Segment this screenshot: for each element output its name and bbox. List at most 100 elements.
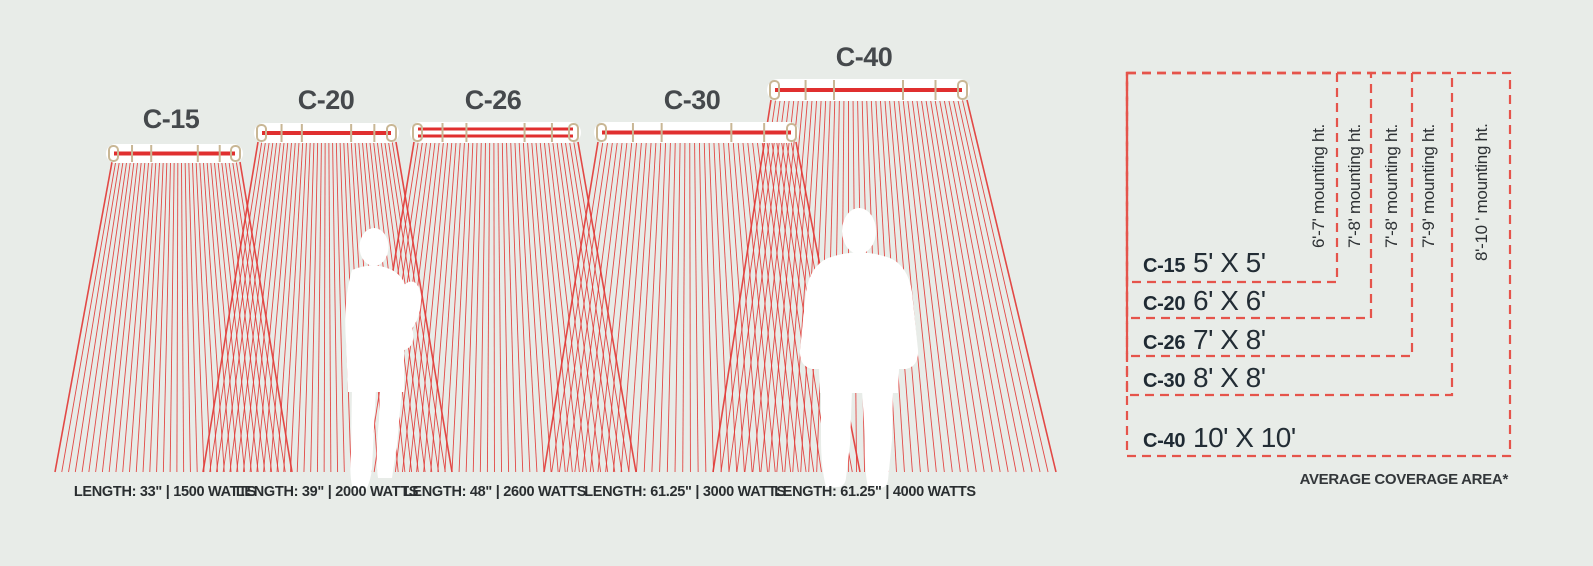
heat-ray (269, 141, 296, 473)
heat-ray (493, 141, 495, 473)
legend-coverage-c-26: 7' X 8' (1193, 324, 1266, 355)
heat-ray (68, 161, 120, 473)
heat-ray (115, 161, 146, 473)
heat-ray (149, 161, 164, 473)
heaters-layer (106, 79, 970, 163)
heat-ray (703, 141, 715, 473)
heat-ray (577, 141, 637, 473)
heat-ray (222, 141, 270, 473)
heat-ray (612, 141, 642, 473)
heat-ray (192, 161, 205, 473)
heat-ray (552, 141, 594, 473)
heat-ray (720, 99, 777, 473)
heat-ray (574, 141, 618, 473)
mount-hook-left (596, 123, 607, 142)
heat-ray (316, 141, 322, 473)
legend-coverage-c-40: 10' X 10' (1193, 422, 1296, 453)
heat-ray (249, 141, 285, 473)
heat-ray (486, 141, 491, 473)
heat-ray (430, 141, 457, 473)
heat-ray (902, 99, 945, 473)
heat-ray (402, 141, 440, 473)
heat-ray (744, 99, 790, 473)
mounting-height-label-c-26: 7'-8' mounting ht. (1382, 124, 1401, 248)
heat-ray (409, 141, 444, 473)
heat-ray (256, 141, 289, 473)
heat-ray (465, 141, 478, 473)
mount-hook-right (568, 123, 579, 142)
heat-ray (943, 99, 1017, 473)
unit-label-c-15: C-15 (143, 104, 200, 134)
heat-ray (556, 141, 602, 473)
heat-ray (636, 141, 657, 473)
heat-ray (310, 141, 319, 473)
heat-ray (723, 141, 745, 473)
spec-label-c-20: LENGTH: 39" | 2000 WATTS (236, 484, 419, 500)
heat-ray (752, 99, 795, 473)
heat-ray (712, 99, 772, 473)
legend-model-c-30: C-30 (1143, 370, 1185, 392)
spec-label-c-30: LENGTH: 61.25" | 3000 WATTS (584, 484, 786, 500)
heat-ray (916, 99, 969, 473)
heat-ray (202, 141, 259, 473)
heat-ray (760, 99, 799, 473)
heater-housing (410, 122, 581, 143)
heat-ray (605, 141, 638, 473)
heat-ray (952, 99, 1033, 473)
heat-ray (303, 141, 315, 473)
heat-ray (582, 141, 623, 473)
heat-ray (210, 161, 239, 473)
heat-ray (514, 141, 531, 473)
heat-ray (920, 99, 977, 473)
heat-ray (527, 141, 552, 473)
heat-ray (551, 141, 604, 473)
heat-ray (108, 161, 142, 473)
heat-ray (543, 141, 599, 473)
unit-label-c-20: C-20 (298, 85, 355, 115)
heat-ray (199, 161, 218, 473)
heat-ray (747, 141, 784, 473)
heat-ray (713, 141, 730, 473)
heat-ray (962, 99, 1049, 473)
heat-ray (236, 141, 278, 473)
heat-ray (54, 161, 113, 473)
spec-label-c-40: LENGTH: 61.25" | 4000 WATTS (774, 484, 976, 500)
heat-ray (539, 141, 573, 473)
heat-ray (742, 141, 776, 473)
heat-ray (930, 99, 993, 473)
heat-ray (518, 141, 538, 473)
heat-ray (451, 141, 470, 473)
heater-unit-c-20 (254, 123, 399, 143)
heat-ray (276, 141, 300, 473)
heat-ray (560, 141, 609, 473)
heat-ray (628, 141, 652, 473)
legend-coverage-c-15: 5' X 5' (1193, 247, 1266, 278)
heat-ray (242, 141, 281, 473)
heat-ray (209, 141, 263, 473)
mount-hook-left (108, 145, 119, 162)
heat-ray (768, 99, 804, 473)
heat-ray (682, 141, 686, 473)
heat-ray (181, 161, 185, 473)
heat-ray (195, 161, 212, 473)
heat-ray (948, 99, 1025, 473)
heat-ray (694, 141, 699, 473)
spec-label-c-26: LENGTH: 48" | 2600 WATTS (404, 484, 587, 500)
heat-ray (202, 161, 225, 473)
mounting-height-label-c-30: 7'-9' mounting ht. (1419, 124, 1438, 248)
heat-ray (925, 99, 985, 473)
unit-label-c-26: C-26 (465, 85, 522, 115)
heat-ray (651, 141, 667, 473)
heat-ray (458, 141, 474, 473)
heat-ray (206, 161, 232, 473)
heat-ray (497, 141, 502, 473)
heat-ray (263, 141, 293, 473)
heat-ray (776, 99, 808, 473)
heat-ray (81, 161, 128, 473)
heat-ray (296, 141, 311, 473)
heat-ray (620, 141, 647, 473)
heat-ray (792, 99, 818, 473)
heat-ray (169, 161, 175, 473)
mounting-height-label-c-15: 6'-7' mounting ht. (1309, 124, 1328, 248)
mount-hook-right (230, 145, 241, 162)
